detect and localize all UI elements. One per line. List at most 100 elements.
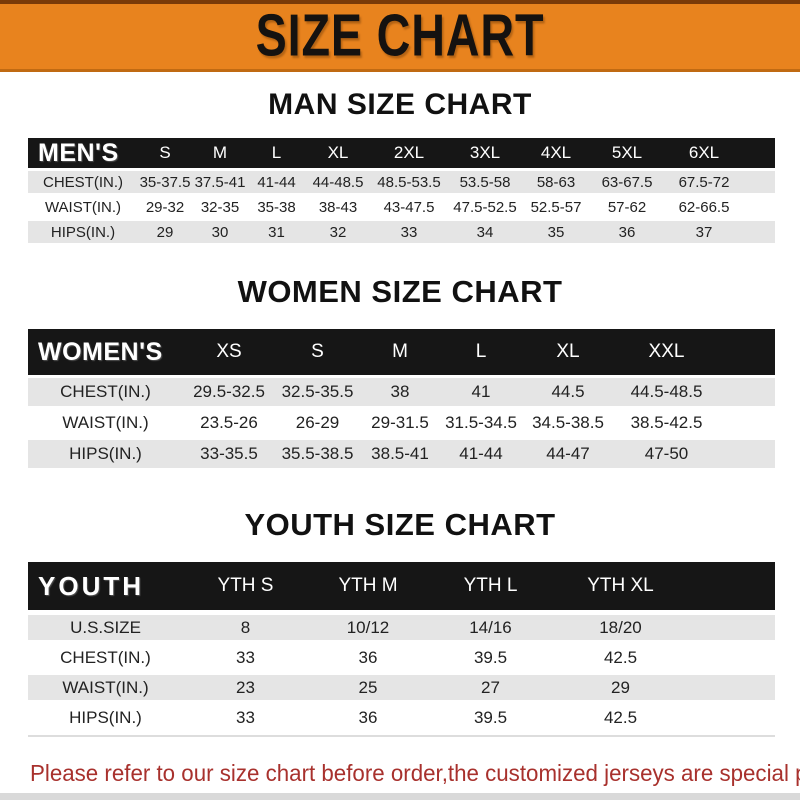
value-cell: 38-43: [305, 196, 371, 218]
value-cell: 29-31.5: [360, 409, 440, 437]
value-cell: 44-47: [522, 440, 614, 468]
value-cell: 41-44: [248, 171, 305, 193]
value-cell: 33: [371, 221, 447, 243]
value-cell: 35-37.5: [138, 171, 192, 193]
spacer-cell: [719, 329, 775, 375]
table-row: HIPS(IN.) 33-35.5 35.5-38.5 38.5-41 41-44 44-…: [28, 440, 775, 468]
value-cell: 38: [360, 378, 440, 406]
size-column-header: L: [440, 329, 522, 375]
size-column-header: YTH L: [428, 562, 553, 610]
row-label-cell: HIPS(IN.): [28, 221, 138, 243]
notice-line-1: Please refer to our size chart before or…: [30, 760, 800, 786]
table-row: WAIST(IN.) 23 25 27 29: [28, 675, 775, 700]
value-cell: 57-62: [589, 196, 665, 218]
value-cell: 33: [183, 645, 308, 670]
row-label-cell: WAIST(IN.): [28, 409, 183, 437]
value-cell: 10/12: [308, 615, 428, 640]
value-cell: 47.5-52.5: [447, 196, 523, 218]
row-label-cell: HIPS(IN.): [28, 705, 183, 730]
spacer-cell: [719, 409, 775, 437]
spacer-cell: [719, 378, 775, 406]
section-men: MAN SIZE CHART MEN'S S M L XL 2XL 3XL 4XL 5XL 6XL C…: [0, 88, 800, 246]
table-header: WOMEN'S XS S M L XL XXL: [28, 329, 775, 375]
size-column-header: M: [360, 329, 440, 375]
value-cell: 38.5-42.5: [614, 409, 719, 437]
value-cell: 36: [589, 221, 665, 243]
size-column-header: S: [275, 329, 360, 375]
value-cell: 42.5: [553, 645, 688, 670]
size-column-header: XL: [305, 138, 371, 168]
table-header: YOUTH YTH S YTH M YTH L YTH XL: [28, 562, 775, 610]
section-women: WOMEN SIZE CHART WOMEN'S XS S M L XL XXL CHEST(I…: [0, 274, 800, 471]
table-row: HIPS(IN.) 33 36 39.5 42.5: [28, 705, 775, 730]
row-label-cell: HIPS(IN.): [28, 440, 183, 468]
spacer-cell: [743, 221, 775, 243]
page-title: SIZE CHART: [255, 2, 545, 70]
value-cell: 23: [183, 675, 308, 700]
value-cell: 31: [248, 221, 305, 243]
value-cell: 43-47.5: [371, 196, 447, 218]
value-cell: 18/20: [553, 615, 688, 640]
value-cell: 29: [553, 675, 688, 700]
spacer-cell: [719, 440, 775, 468]
value-cell: 53.5-58: [447, 171, 523, 193]
row-label-cell: WAIST(IN.): [28, 196, 138, 218]
bottom-strip: [0, 793, 800, 800]
size-column-header: M: [192, 138, 248, 168]
value-cell: 8: [183, 615, 308, 640]
size-column-header: 2XL: [371, 138, 447, 168]
value-cell: 37.5-41: [192, 171, 248, 193]
spacer-cell: [688, 705, 775, 730]
banner: SIZE CHART: [0, 0, 800, 72]
value-cell: 32: [305, 221, 371, 243]
size-column-header: XL: [522, 329, 614, 375]
header-row: MEN'S S M L XL 2XL 3XL 4XL 5XL 6XL: [28, 138, 775, 168]
row-label-cell: U.S.SIZE: [28, 615, 183, 640]
value-cell: 41-44: [440, 440, 522, 468]
value-cell: 39.5: [428, 645, 553, 670]
value-cell: 44-48.5: [305, 171, 371, 193]
table-header: MEN'S S M L XL 2XL 3XL 4XL 5XL 6XL: [28, 138, 775, 168]
men-size-table: MEN'S S M L XL 2XL 3XL 4XL 5XL 6XL CHEST(IN.) 35-37…: [28, 135, 775, 246]
value-cell: 25: [308, 675, 428, 700]
table-body: CHEST(IN.) 35-37.5 37.5-41 41-44 44-48.5 48.5…: [28, 171, 775, 243]
size-column-header: XXL: [614, 329, 719, 375]
value-cell: 35-38: [248, 196, 305, 218]
header-row: WOMEN'S XS S M L XL XXL: [28, 329, 775, 375]
table-body: CHEST(IN.) 29.5-32.5 32.5-35.5 38 41 44.5 44.5…: [28, 378, 775, 468]
group-label-cell: WOMEN'S: [28, 329, 183, 375]
youth-size-table: YOUTH YTH S YTH M YTH L YTH XL U.S.SIZE 8 10/12…: [28, 557, 775, 737]
row-label-cell: WAIST(IN.): [28, 675, 183, 700]
value-cell: 44.5: [522, 378, 614, 406]
value-cell: 52.5-57: [523, 196, 589, 218]
spacer-cell: [688, 615, 775, 640]
value-cell: 32-35: [192, 196, 248, 218]
size-column-header: 6XL: [665, 138, 743, 168]
value-cell: 36: [308, 645, 428, 670]
row-label-cell: CHEST(IN.): [28, 171, 138, 193]
value-cell: 34.5-38.5: [522, 409, 614, 437]
header-row: YOUTH YTH S YTH M YTH L YTH XL: [28, 562, 775, 610]
size-column-header: 3XL: [447, 138, 523, 168]
size-column-header: YTH M: [308, 562, 428, 610]
spacer-cell: [743, 138, 775, 168]
section-heading: YOUTH SIZE CHART: [244, 507, 556, 542]
value-cell: 34: [447, 221, 523, 243]
table-row: CHEST(IN.) 33 36 39.5 42.5: [28, 645, 775, 670]
value-cell: 26-29: [275, 409, 360, 437]
value-cell: 38.5-41: [360, 440, 440, 468]
size-column-header: 4XL: [523, 138, 589, 168]
size-chart-sections: MAN SIZE CHART MEN'S S M L XL 2XL 3XL 4XL 5XL 6XL C…: [0, 88, 800, 737]
value-cell: 35: [523, 221, 589, 243]
row-label-cell: CHEST(IN.): [28, 378, 183, 406]
size-column-header: YTH XL: [553, 562, 688, 610]
value-cell: 29-32: [138, 196, 192, 218]
value-cell: 42.5: [553, 705, 688, 730]
group-label-cell: MEN'S: [28, 138, 138, 168]
value-cell: 32.5-35.5: [275, 378, 360, 406]
value-cell: 37: [665, 221, 743, 243]
value-cell: 35.5-38.5: [275, 440, 360, 468]
value-cell: 30: [192, 221, 248, 243]
table-row: WAIST(IN.) 23.5-26 26-29 29-31.5 31.5-34.5 34…: [28, 409, 775, 437]
value-cell: 67.5-72: [665, 171, 743, 193]
